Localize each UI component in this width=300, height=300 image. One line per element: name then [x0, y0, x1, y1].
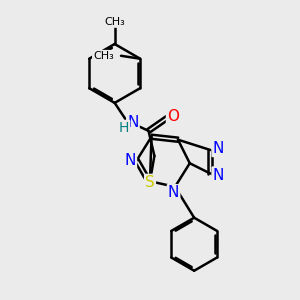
- Text: CH₃: CH₃: [104, 17, 125, 27]
- Text: N: N: [168, 185, 179, 200]
- Text: O: O: [167, 109, 179, 124]
- Text: N: N: [127, 116, 139, 130]
- Text: CH₃: CH₃: [93, 51, 114, 61]
- Text: N: N: [213, 167, 224, 182]
- Text: H: H: [119, 121, 129, 135]
- Text: N: N: [213, 141, 224, 156]
- Text: N: N: [124, 153, 136, 168]
- Text: S: S: [145, 175, 155, 190]
